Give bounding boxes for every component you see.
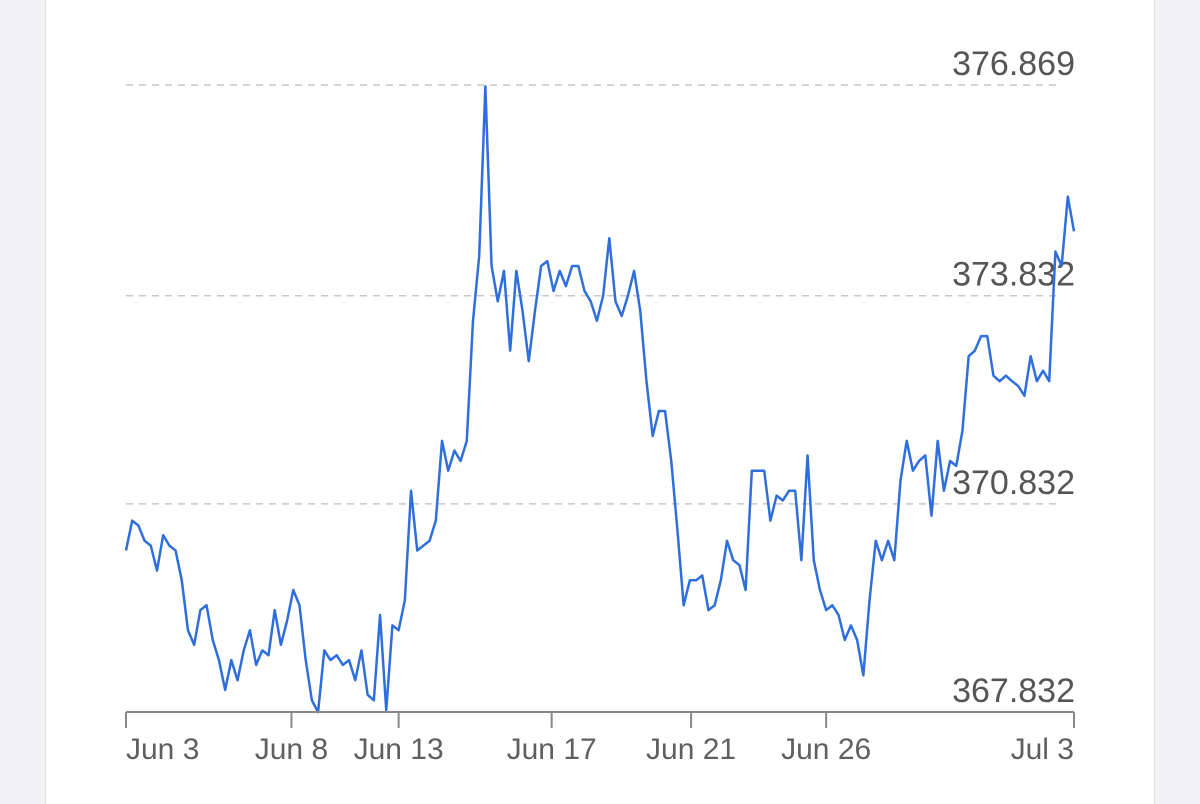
x-tick-label: Jun 21 [646, 733, 736, 766]
card [46, 0, 1154, 804]
y-tick-label: 373.832 [952, 256, 1075, 294]
y-tick-label: 376.869 [952, 45, 1075, 83]
y-tick-label: 367.832 [952, 672, 1075, 710]
x-tick-label: Jun 8 [255, 733, 328, 766]
x-tick-label: Jun 26 [781, 733, 871, 766]
plot [124, 85, 1076, 714]
y-tick-label: 370.832 [952, 464, 1075, 502]
x-tick-label: Jun 17 [507, 733, 597, 766]
x-tick-label: Jun 13 [354, 733, 444, 766]
x-tick-label: Jun 3 [126, 733, 199, 766]
x-tick-label: Jul 3 [1011, 733, 1074, 766]
price-line [124, 85, 1076, 714]
x-axis: Jun 3 Jun 8 Jun 13 Jun 17 Jun 21 Jun 26 Jul 3 [125, 711, 1075, 766]
